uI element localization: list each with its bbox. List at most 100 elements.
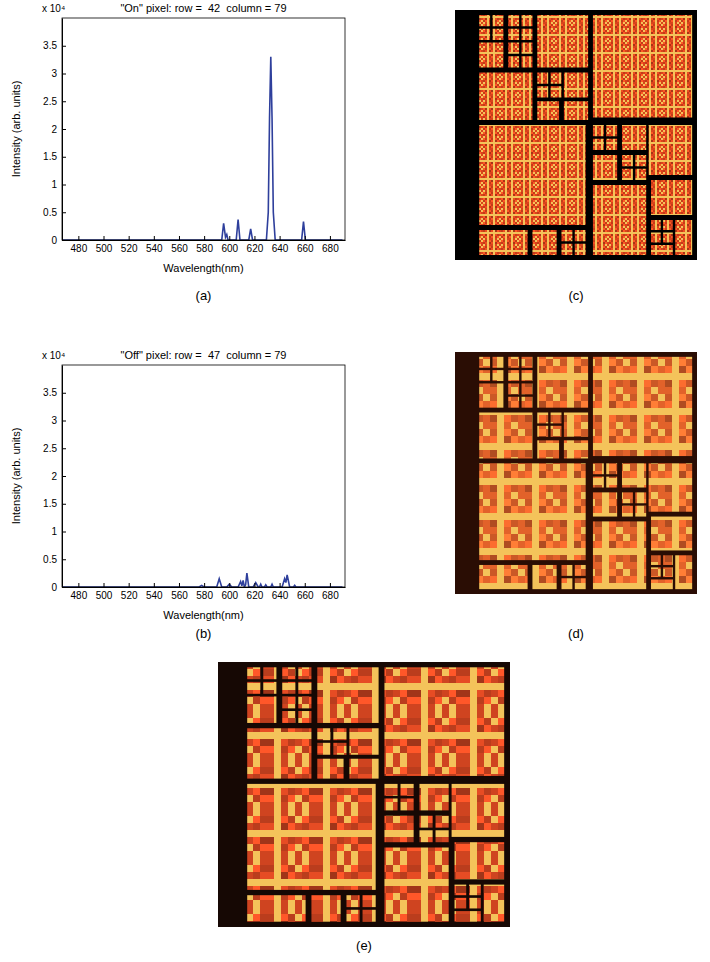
x-tick-label: 620 (247, 243, 264, 254)
tick: 0.5 (43, 207, 66, 218)
panel-label: (a) (196, 288, 212, 303)
pattern-square (522, 29, 533, 40)
tick-mark (62, 532, 66, 533)
pattern-square (479, 125, 585, 225)
tick: 600 (221, 236, 238, 254)
pattern-square (452, 784, 505, 837)
pattern-square (333, 728, 346, 740)
pattern-square (282, 696, 295, 708)
pattern-square (401, 784, 414, 796)
tick-mark (104, 583, 105, 587)
pattern-square (522, 15, 533, 26)
y-tick-label: 3 (51, 415, 57, 426)
spectrum-line (62, 57, 342, 240)
pattern-square (663, 555, 673, 565)
pattern-square (508, 56, 519, 67)
panel-label: (d) (568, 626, 584, 641)
pattern-square (455, 911, 481, 922)
tick: 540 (146, 583, 163, 601)
pattern-square (508, 383, 519, 394)
pattern-square (298, 696, 311, 708)
pattern-square (575, 244, 586, 255)
pattern-square (649, 125, 693, 175)
tick: 660 (297, 236, 314, 254)
chart-title: "Off" pixel: row = 47 column = 79 (121, 349, 287, 361)
tick-mark (179, 583, 180, 587)
pattern-square (635, 492, 646, 503)
x-axis: 480500520540560580600620640660680 (63, 583, 346, 601)
y-tick-label: 2.5 (43, 96, 57, 107)
pattern-square (622, 506, 633, 517)
tick-mark (204, 583, 205, 587)
pattern-square (384, 816, 413, 843)
pattern-square (651, 567, 661, 577)
tick-mark (330, 583, 331, 587)
pattern-square (551, 413, 562, 424)
y-tick-label: 1.5 (43, 151, 57, 162)
pattern-square (593, 357, 692, 456)
pattern-square (384, 667, 504, 776)
y-axis: 00.511.522.533.5 (43, 366, 66, 593)
tick: 580 (196, 236, 213, 254)
plot-frame (62, 18, 345, 240)
spectrum-line (62, 573, 342, 587)
pattern-square (622, 492, 633, 503)
pattern-square (282, 667, 295, 679)
pattern-square (282, 682, 295, 694)
tick: 620 (247, 583, 264, 601)
pattern-square (663, 233, 673, 243)
pattern-square (564, 101, 588, 120)
pattern-square (522, 397, 533, 408)
pattern-square (508, 15, 519, 26)
y-tick-label: 3.5 (43, 387, 57, 398)
pattern-square (479, 463, 585, 560)
pattern-square (651, 579, 673, 589)
tick: 560 (171, 236, 188, 254)
pattern-square (479, 370, 490, 381)
pattern-square (384, 784, 397, 796)
pattern-square (522, 43, 533, 54)
plot-area (62, 57, 342, 240)
pattern-square (298, 711, 311, 723)
y-tick-label: 3.5 (43, 40, 57, 51)
pattern-square (622, 463, 646, 487)
pattern-square (564, 73, 588, 98)
pattern-square (622, 169, 633, 180)
x-tick-label: 680 (322, 243, 339, 254)
x-tick-label: 640 (272, 243, 289, 254)
tick-mark (62, 448, 66, 449)
y-axis: 00.511.522.533.5 (43, 19, 66, 246)
x-axis: 480500520540560580600620640660680 (63, 236, 346, 254)
pattern-square (479, 15, 490, 26)
x-tick-label: 660 (297, 590, 314, 601)
tick-mark (154, 236, 155, 240)
pattern-square (384, 798, 397, 810)
pattern-square (317, 759, 343, 779)
tick: 3 (51, 68, 66, 79)
tick-mark (305, 236, 306, 240)
pattern-square (575, 230, 586, 241)
pattern-square (479, 73, 532, 121)
pattern-square (537, 426, 548, 437)
x-tick-label: 580 (196, 243, 213, 254)
pattern-square (675, 220, 692, 255)
pattern-square (346, 895, 359, 907)
pattern-square (311, 895, 340, 922)
pattern-square (247, 895, 305, 922)
pattern-square (551, 73, 562, 84)
tick-mark (62, 74, 66, 75)
x-tick-label: 500 (96, 590, 113, 601)
tick: 2 (51, 124, 66, 135)
tick: 2.5 (43, 96, 66, 107)
axis-multiplier: x 10⁴ (42, 3, 65, 14)
panel-label: (b) (196, 626, 212, 641)
tick: 3 (51, 415, 66, 426)
pattern-square (575, 565, 586, 576)
tick-mark (104, 236, 105, 240)
pattern-square (575, 578, 586, 589)
pattern-square (384, 848, 448, 922)
pattern-square (635, 506, 646, 517)
pattern-square (317, 743, 330, 755)
pattern-square (675, 555, 692, 589)
tick-mark (78, 583, 79, 587)
